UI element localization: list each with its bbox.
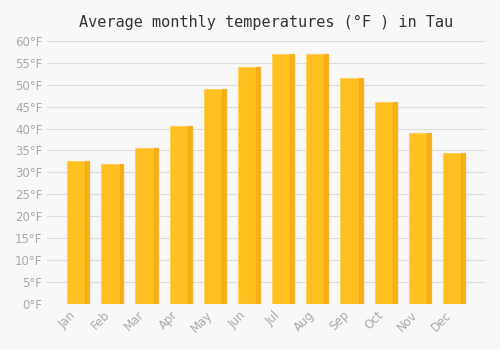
Bar xyxy=(188,126,192,304)
Bar xyxy=(443,153,465,304)
Bar xyxy=(222,89,226,304)
Bar xyxy=(393,102,397,304)
Bar xyxy=(306,54,328,304)
Bar xyxy=(374,102,397,304)
Bar xyxy=(67,161,90,304)
Bar xyxy=(154,148,158,304)
Bar xyxy=(204,89,226,304)
Title: Average monthly temperatures (°F ) in Tau: Average monthly temperatures (°F ) in Ta… xyxy=(79,15,453,30)
Bar xyxy=(102,163,124,304)
Bar xyxy=(256,67,260,304)
Bar xyxy=(136,148,158,304)
Bar xyxy=(358,78,362,304)
Bar xyxy=(170,126,192,304)
Bar xyxy=(461,153,465,304)
Bar xyxy=(272,54,294,304)
Bar xyxy=(324,54,328,304)
Bar xyxy=(86,161,89,304)
Bar xyxy=(238,67,260,304)
Bar xyxy=(340,78,362,304)
Bar xyxy=(427,133,431,304)
Bar xyxy=(120,163,124,304)
Bar xyxy=(290,54,294,304)
Bar xyxy=(408,133,431,304)
